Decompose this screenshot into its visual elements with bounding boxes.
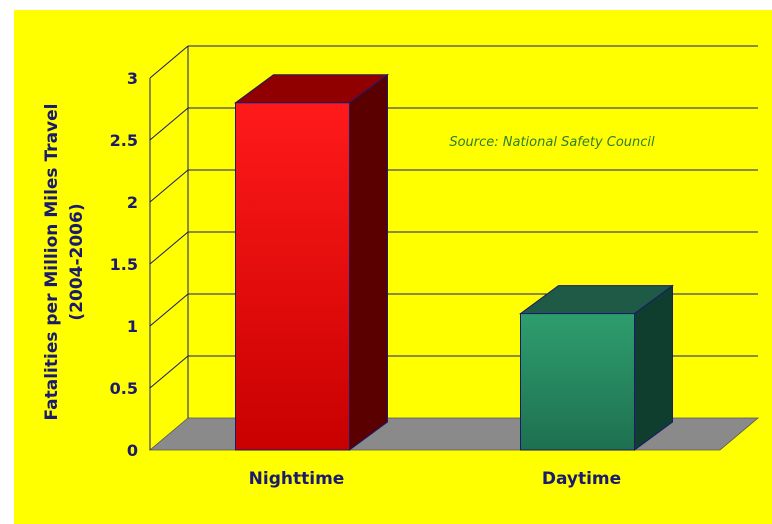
y-axis-label-line2: (2004-2006) bbox=[67, 203, 87, 320]
gridline-depth bbox=[149, 293, 189, 327]
gridline-depth bbox=[149, 169, 189, 203]
y-tick-label: 1 bbox=[127, 317, 138, 336]
bar-nighttime bbox=[233, 73, 390, 451]
gridline-depth bbox=[149, 45, 189, 79]
y-tick-label: 2.5 bbox=[110, 131, 138, 150]
bar-side bbox=[634, 284, 673, 451]
y-tick-label: 0.5 bbox=[110, 379, 138, 398]
y-tick-label: 1.5 bbox=[110, 255, 138, 274]
y-tick-label: 0 bbox=[127, 441, 138, 460]
gridline-depth bbox=[149, 107, 189, 141]
y-tick-label: 3 bbox=[127, 69, 138, 88]
gridline-depth bbox=[149, 231, 189, 265]
y-tick-label: 2 bbox=[127, 193, 138, 212]
y-axis-label-line1: Fatalities per Million Miles Travel bbox=[42, 104, 62, 421]
x-tick-label: Nighttime bbox=[249, 469, 345, 489]
x-tick-label: Daytime bbox=[542, 469, 621, 489]
bar-daytime bbox=[518, 284, 675, 451]
bar-front bbox=[235, 102, 350, 451]
bar-front bbox=[520, 313, 635, 451]
gridline-depth bbox=[149, 355, 189, 389]
bar-side bbox=[349, 73, 388, 451]
annotation-source: Source: National Safety Council bbox=[449, 135, 655, 150]
